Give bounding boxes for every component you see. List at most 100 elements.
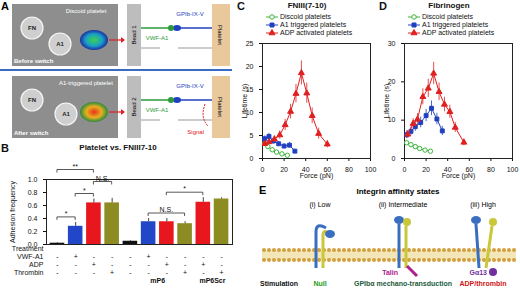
svg-text:-: -	[166, 253, 169, 260]
svg-text:20: 20	[246, 63, 254, 70]
html-text:Fibrinogen: Fibrinogen	[428, 1, 470, 10]
svg-text:Treatment: Treatment	[12, 245, 44, 252]
svg-text:100: 100	[365, 166, 377, 173]
svg-text:Lifetime (s): Lifetime (s)	[383, 84, 391, 119]
svg-text:100: 100	[507, 166, 519, 173]
svg-text:0: 0	[261, 166, 265, 173]
svg-text:80: 80	[487, 166, 495, 173]
svg-text:Talin: Talin	[382, 269, 398, 276]
svg-text:ADP/thrombin: ADP/thrombin	[459, 280, 506, 287]
svg-text:30: 30	[388, 40, 396, 47]
svg-text:-: -	[147, 261, 150, 268]
svg-text:Lifetime (s): Lifetime (s)	[241, 84, 249, 119]
svg-text:ADP: ADP	[29, 261, 44, 268]
svg-text:-: -	[93, 269, 96, 276]
svg-text:Signal: Signal	[187, 129, 204, 135]
svg-text:A: A	[1, 0, 9, 12]
svg-text:FN: FN	[28, 25, 36, 31]
svg-text:GPIbα mechano-transduction: GPIbα mechano-transduction	[354, 280, 452, 287]
svg-text:-: -	[220, 261, 223, 268]
svg-text:A1: A1	[56, 41, 64, 47]
svg-text:Bead 1: Bead 1	[131, 25, 137, 45]
svg-text:FN: FN	[28, 97, 36, 103]
svg-text:-: -	[56, 261, 59, 268]
svg-text:VWF-A1: VWF-A1	[146, 107, 169, 113]
svg-text:Integrin affinity states: Integrin affinity states	[356, 187, 440, 196]
svg-text:5: 5	[250, 132, 254, 139]
svg-text:-: -	[129, 253, 132, 260]
svg-text:+: +	[220, 269, 224, 276]
svg-text:+: +	[201, 261, 205, 268]
svg-text:After switch: After switch	[14, 130, 49, 136]
svg-text:+: +	[110, 269, 114, 276]
svg-text:+: +	[183, 269, 187, 276]
svg-text:-: -	[93, 253, 96, 260]
svg-text:Thrombin: Thrombin	[14, 269, 44, 276]
svg-text:0: 0	[403, 166, 407, 173]
svg-text:*: *	[83, 187, 86, 194]
html-text:B: B	[1, 142, 9, 154]
svg-text:-: -	[56, 269, 59, 276]
svg-text:A1-triggered platelet: A1-triggered platelet	[59, 80, 113, 86]
svg-text:1.0: 1.0	[28, 176, 38, 183]
svg-text:Platelet: Platelet	[217, 25, 223, 45]
svg-text:Stimulation: Stimulation	[260, 280, 298, 287]
svg-text:GPIb-IX-V: GPIb-IX-V	[176, 83, 203, 89]
svg-text:-: -	[129, 261, 132, 268]
svg-text:-: -	[147, 269, 150, 276]
svg-text:Before switch: Before switch	[14, 58, 54, 64]
svg-text:GPIb-IX-V: GPIb-IX-V	[176, 11, 203, 17]
svg-text:0.8: 0.8	[28, 189, 38, 196]
svg-text:Force (pN): Force (pN)	[300, 172, 333, 180]
svg-text:Platelet: Platelet	[217, 97, 223, 117]
svg-text:25: 25	[246, 40, 254, 47]
svg-text:VWF-A1: VWF-A1	[146, 35, 169, 41]
svg-text:Null: Null	[313, 280, 326, 287]
svg-text:0.4: 0.4	[28, 215, 38, 222]
svg-text:+: +	[92, 261, 96, 268]
svg-text:Gα13: Gα13	[469, 269, 487, 276]
svg-text:-: -	[75, 269, 78, 276]
html-text:FNIII(7-10): FNIII(7-10)	[287, 1, 327, 10]
svg-text:N.S.: N.S.	[96, 175, 110, 182]
svg-text:-: -	[184, 253, 187, 260]
svg-text:**: **	[72, 163, 78, 170]
svg-text:mP6Scr: mP6Scr	[199, 277, 225, 284]
svg-text:-: -	[220, 253, 223, 260]
svg-text:-: -	[202, 253, 205, 260]
svg-text:0.6: 0.6	[28, 202, 38, 209]
svg-text:mP6: mP6	[150, 277, 165, 284]
svg-text:(i) Low: (i) Low	[309, 201, 331, 209]
svg-text:+: +	[74, 253, 78, 260]
svg-text:-: -	[75, 261, 78, 268]
svg-text:(iii) High: (iii) High	[470, 201, 496, 209]
html-text:C: C	[237, 0, 245, 12]
svg-text:20: 20	[422, 166, 430, 173]
svg-text:N.S.: N.S.	[160, 206, 174, 213]
svg-text:-: -	[129, 269, 132, 276]
svg-text:VWF-A1: VWF-A1	[17, 253, 44, 260]
svg-text:Discoid platelet: Discoid platelet	[66, 8, 107, 14]
svg-text:Force (pN): Force (pN)	[442, 172, 475, 180]
svg-text:80: 80	[345, 166, 353, 173]
svg-text:Bead 2: Bead 2	[131, 97, 137, 117]
svg-text:(ii) Intermediate: (ii) Intermediate	[379, 201, 428, 209]
svg-text:-: -	[111, 253, 114, 260]
svg-text:-: -	[56, 253, 59, 260]
svg-text:-: -	[202, 269, 205, 276]
svg-text:*: *	[183, 185, 186, 192]
svg-text:20: 20	[280, 166, 288, 173]
svg-text:Adhesion frequency: Adhesion frequency	[9, 181, 17, 243]
html-text:Platelet vs. FNIII7-10: Platelet vs. FNIII7-10	[79, 143, 157, 152]
svg-text:E: E	[259, 184, 266, 196]
svg-text:+: +	[165, 261, 169, 268]
svg-text:0.2: 0.2	[28, 228, 38, 235]
svg-text:0: 0	[392, 155, 396, 162]
svg-text:0: 0	[250, 155, 254, 162]
svg-text:-: -	[184, 261, 187, 268]
svg-text:*: *	[65, 210, 68, 217]
svg-text:A1: A1	[62, 111, 70, 117]
svg-text:-: -	[111, 261, 114, 268]
svg-text:-: -	[166, 269, 169, 276]
svg-text:+: +	[147, 253, 151, 260]
